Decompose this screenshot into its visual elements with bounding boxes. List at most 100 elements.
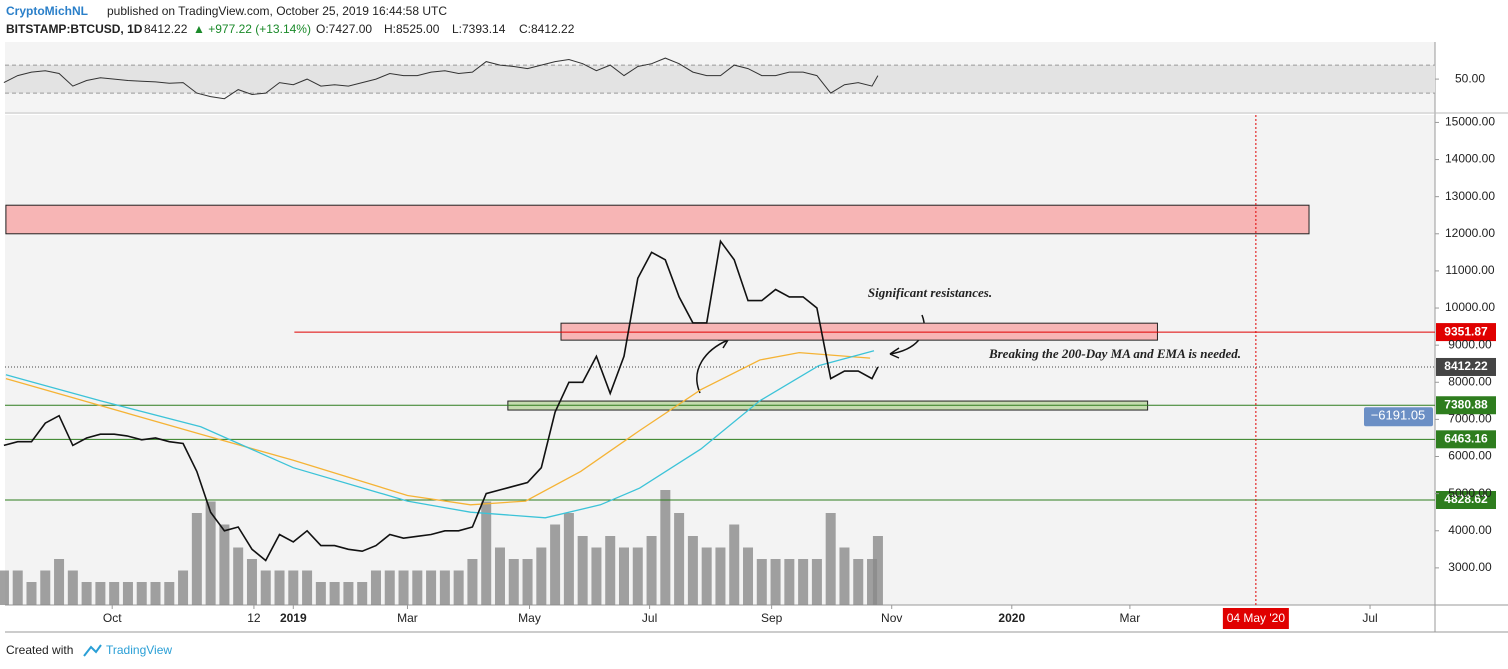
y-tick-label: 4000.00	[1448, 523, 1492, 537]
volume-bar	[233, 547, 244, 605]
level-label-bg	[1436, 430, 1496, 449]
volume-bar	[687, 536, 698, 605]
moving-average	[5, 350, 875, 519]
volume-bar	[632, 547, 643, 605]
measure-label-bg	[1364, 407, 1433, 427]
volume-bar	[136, 582, 147, 605]
volume-bar	[412, 570, 423, 605]
marker-label-bg	[1222, 608, 1289, 629]
x-tick-label: Nov	[881, 611, 902, 625]
volume-bar	[12, 570, 23, 605]
price-line	[3, 239, 879, 562]
logo	[83, 644, 102, 657]
level-label: 9351.87	[1444, 324, 1488, 338]
x-tick-label: May	[518, 611, 541, 625]
volume-bar	[246, 559, 257, 605]
y-tick-label: 13000.00	[1445, 189, 1495, 203]
close: C:8412.22	[519, 22, 575, 36]
y-tick-label: 11000.00	[1445, 263, 1494, 277]
volume-bar	[357, 582, 368, 605]
x-tick-label: Jul	[1362, 611, 1377, 625]
volume-bar	[40, 570, 51, 605]
volume-bar	[426, 570, 437, 605]
volume-bar	[150, 582, 161, 605]
volume-bar	[288, 570, 299, 605]
volume-bar	[811, 559, 822, 605]
level-label: 6463.16	[1444, 431, 1488, 445]
volume-bar	[674, 513, 685, 605]
volume-bar	[770, 559, 781, 605]
volume-bar	[522, 559, 533, 605]
volume-bar	[439, 570, 450, 605]
volume-bar	[618, 547, 629, 605]
low: L:7393.14	[452, 22, 506, 36]
author[interactable]: CryptoMichNL	[6, 4, 88, 18]
y-tick-label: 7000.00	[1448, 412, 1492, 426]
volume-bar	[563, 513, 574, 605]
volume-bar	[825, 513, 836, 605]
volume-bar	[853, 559, 864, 605]
volume-bar	[26, 582, 37, 605]
zone	[5, 204, 1310, 235]
y-tick-label: 3000.00	[1448, 560, 1492, 574]
footer-brand[interactable]: TradingView	[106, 643, 172, 657]
volume-bar	[178, 570, 189, 605]
x-tick-label: 2020	[998, 611, 1025, 625]
rsi-line	[3, 57, 879, 100]
x-tick-label: Sep	[761, 611, 783, 625]
volume-bar	[729, 524, 740, 605]
volume-bar	[756, 559, 767, 605]
volume-bar	[109, 582, 120, 605]
volume-bar	[329, 582, 340, 605]
level-label-bg	[1436, 396, 1496, 415]
volume-bar	[743, 547, 754, 605]
x-tick-label: 12	[247, 611, 261, 625]
volume-bar	[591, 547, 602, 605]
annotation: Significant resistances.	[868, 285, 992, 300]
volume-bar	[164, 582, 175, 605]
volume-bar	[481, 501, 492, 605]
volume-bar	[494, 547, 505, 605]
x-tick-label: Mar	[397, 611, 418, 625]
y-tick-label: 14000.00	[1445, 152, 1495, 166]
volume-bar	[508, 559, 519, 605]
volume-bar	[191, 513, 202, 605]
volume-bar	[536, 547, 547, 605]
y-tick-label: 10000.00	[1445, 300, 1495, 314]
volume-bar	[467, 559, 478, 605]
volume-bar	[219, 524, 230, 605]
marker-label: 04 May '20	[1227, 611, 1286, 625]
volume-bar	[660, 490, 671, 605]
volume-bar	[81, 582, 92, 605]
volume-bar	[302, 570, 313, 605]
volume-bar	[54, 559, 65, 605]
y-tick-label: 15000.00	[1445, 115, 1495, 129]
level-label-bg	[1436, 490, 1496, 509]
volume-bar	[205, 501, 216, 605]
measure-label: −6191.05	[1371, 408, 1426, 423]
volume-bar	[867, 559, 878, 605]
footer-created: Created with	[6, 643, 73, 657]
level-label-bg	[1436, 323, 1496, 342]
change: ▲ +977.22 (+13.14%)	[193, 22, 311, 36]
published: published on TradingView.com, October 25…	[107, 4, 447, 18]
volume-bar	[605, 536, 616, 605]
volume-bar	[343, 582, 354, 605]
volume-bar	[453, 570, 464, 605]
volume-bar	[67, 570, 78, 605]
volume-bar	[95, 582, 106, 605]
level-label: 7380.88	[1444, 397, 1488, 411]
volume-bar	[839, 547, 850, 605]
volume-bar	[550, 524, 561, 605]
volume-bar	[0, 570, 9, 605]
volume-bar	[798, 559, 809, 605]
high: H:8525.00	[384, 22, 440, 36]
volume-bar	[315, 582, 326, 605]
x-tick-label: Oct	[103, 611, 122, 625]
volume-bar	[784, 559, 795, 605]
volume-bar	[646, 536, 657, 605]
arrow-head	[889, 347, 900, 359]
volume-bar	[398, 570, 409, 605]
